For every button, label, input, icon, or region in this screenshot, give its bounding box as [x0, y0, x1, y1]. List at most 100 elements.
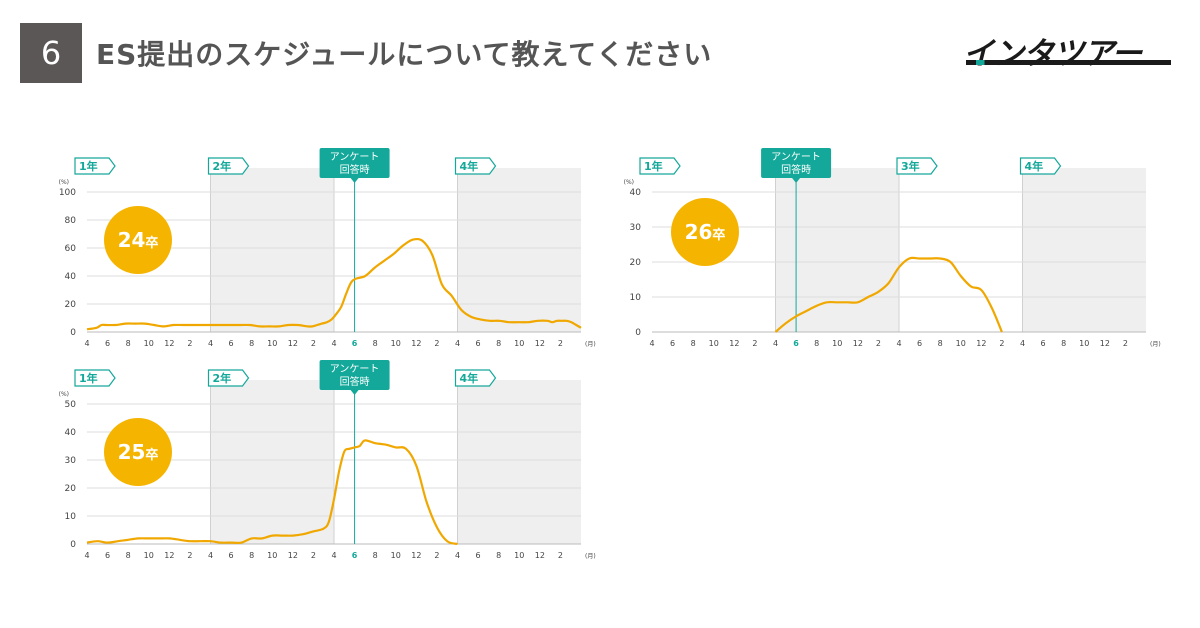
survey-label: アンケート: [330, 151, 380, 163]
x-tick-label: 2: [311, 551, 316, 560]
x-tick-label: 12: [164, 551, 174, 560]
year-tag: [639, 157, 681, 175]
year-label: 1年: [644, 159, 663, 173]
survey-callout: [319, 360, 390, 390]
year-tag: [74, 157, 116, 175]
x-tick-label: 12: [535, 339, 545, 348]
class-badge: [104, 418, 172, 486]
x-tick-label: 12: [164, 339, 174, 348]
y-tick-label: 10: [65, 512, 77, 522]
x-tick-label: 4: [331, 339, 336, 348]
x-tick-label: 6: [670, 339, 675, 348]
year-label: 4年: [460, 159, 479, 173]
class-badge-label: 24卒: [118, 228, 159, 252]
y-tick-label: 30: [630, 223, 642, 233]
x-tick-label: 2: [752, 339, 757, 348]
x-tick-label: 2: [434, 339, 439, 348]
y-tick-label: 20: [630, 258, 642, 268]
x-tick-label: 10: [267, 339, 277, 348]
year-label: 1年: [79, 371, 98, 385]
x-tick-label: 8: [1061, 339, 1066, 348]
x-tick-label: 6: [229, 551, 234, 560]
y-tick-label: 80: [65, 216, 77, 226]
year-tag: [454, 369, 497, 387]
survey-label: アンケート: [771, 151, 821, 163]
year-label: 4年: [1025, 159, 1044, 173]
question-number: 6: [20, 23, 82, 83]
class-badge-label: 25卒: [118, 440, 159, 464]
x-tick-label: 6: [352, 339, 358, 348]
series-line: [774, 256, 1003, 333]
x-tick-label: 8: [814, 339, 819, 348]
survey-callout-pointer: [792, 178, 801, 183]
x-tick-label: 12: [976, 339, 986, 348]
y-tick-label: 0: [635, 328, 641, 338]
class-badge: [104, 206, 172, 274]
x-tick-label: 4: [84, 551, 89, 560]
x-tick-label: 4: [84, 339, 89, 348]
x-tick-label: 6: [105, 551, 110, 560]
x-tick-label: 4: [649, 339, 654, 348]
x-tick-label: 12: [411, 339, 421, 348]
y-unit-label: (%): [624, 179, 634, 186]
x-tick-label: 10: [956, 339, 966, 348]
x-tick-label: 4: [896, 339, 901, 348]
x-tick-label: 12: [853, 339, 863, 348]
x-tick-label: 4: [1020, 339, 1025, 348]
survey-callout: [319, 148, 390, 178]
y-tick-label: 30: [65, 456, 77, 466]
class-badge-label: 26卒: [685, 220, 726, 244]
shaded-year-4: [457, 168, 581, 332]
x-tick-label: 2: [1123, 339, 1128, 348]
x-tick-label: 6: [352, 551, 358, 560]
y-tick-label: 0: [70, 328, 76, 338]
brand-logo: インタツアー: [963, 36, 1142, 72]
chart-25: 0 10 20 30 40 50 (%) 4 6 8 10 12 2 4 6 8 10 12 2 4 6 8 10 12 2 4 6…: [59, 360, 596, 560]
x-tick-label: 4: [331, 551, 336, 560]
x-tick-label: 8: [373, 551, 378, 560]
brand-logo-underline: [966, 60, 1171, 65]
x-tick-label: 8: [691, 339, 696, 348]
x-tick-label: 12: [535, 551, 545, 560]
x-tick-label: 12: [288, 339, 298, 348]
x-tick-label: 12: [729, 339, 739, 348]
shaded-year-4: [457, 380, 581, 544]
x-unit-label: (月): [1150, 341, 1161, 348]
x-tick-label: 6: [229, 339, 234, 348]
survey-label: 回答時: [340, 375, 370, 388]
x-tick-label: 8: [938, 339, 943, 348]
x-tick-label: 10: [514, 339, 524, 348]
y-tick-label: 0: [70, 540, 76, 550]
x-unit-label: (月): [585, 341, 596, 348]
x-tick-label: 10: [832, 339, 842, 348]
survey-callout: [761, 148, 832, 178]
x-tick-label: 6: [105, 339, 110, 348]
class-badge: [671, 198, 739, 266]
survey-label: 回答時: [781, 163, 811, 176]
y-unit-label: (%): [59, 391, 69, 398]
x-tick-label: 12: [411, 551, 421, 560]
year-label: 3年: [901, 159, 920, 173]
survey-label: 回答時: [340, 163, 370, 176]
y-tick-label: 50: [65, 400, 77, 410]
year-label: 2年: [213, 159, 232, 173]
x-tick-label: 8: [126, 339, 131, 348]
series-line: [86, 439, 458, 546]
chart-26: 0 10 20 30 40 (%) 4 6 8 10 12 2 4 6 8 10 12 2 4 6 8 10 12 2 4 6 8 1…: [624, 148, 1161, 348]
page-title: ES提出のスケジュールについて教えてください: [96, 38, 713, 71]
x-tick-label: 6: [476, 551, 481, 560]
y-tick-label: 100: [59, 188, 76, 198]
x-tick-label: 6: [793, 339, 799, 348]
x-tick-label: 10: [391, 339, 401, 348]
x-tick-label: 2: [311, 339, 316, 348]
x-tick-label: 4: [455, 551, 460, 560]
y-tick-label: 10: [630, 293, 642, 303]
series-line: [86, 237, 582, 331]
x-tick-label: 8: [249, 551, 254, 560]
x-tick-label: 4: [773, 339, 778, 348]
x-unit-label: (月): [585, 553, 596, 560]
x-tick-label: 10: [391, 551, 401, 560]
x-tick-label: 8: [496, 551, 501, 560]
x-tick-label: 4: [455, 339, 460, 348]
